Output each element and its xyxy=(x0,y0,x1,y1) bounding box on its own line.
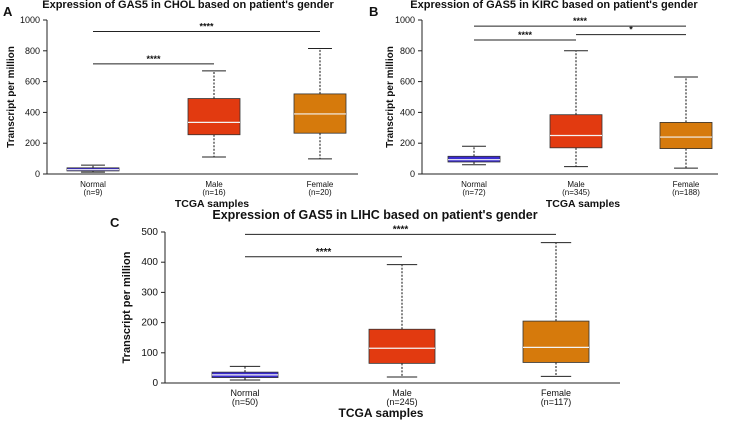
category-label: Normal xyxy=(461,180,487,189)
panel-letter: C xyxy=(110,215,120,230)
y-tick-label: 500 xyxy=(141,227,158,238)
chart-title: Expression of GAS5 in CHOL based on pati… xyxy=(42,0,334,11)
y-tick-label: 400 xyxy=(25,107,40,117)
x-axis-title: TCGA samples xyxy=(546,198,620,210)
x-axis-title: TCGA samples xyxy=(175,198,249,210)
significance-label: **** xyxy=(316,247,332,258)
significance-label: **** xyxy=(573,16,588,26)
chart-title: Expression of GAS5 in KIRC based on pati… xyxy=(410,0,698,11)
y-tick-label: 400 xyxy=(141,257,158,268)
category-label: Normal xyxy=(230,388,259,398)
significance-label: **** xyxy=(146,54,161,64)
significance-label: **** xyxy=(199,22,214,32)
category-count: (n=20) xyxy=(308,188,332,197)
x-axis-title: TCGA samples xyxy=(339,406,424,420)
category-label: Male xyxy=(392,388,412,398)
category-label: Male xyxy=(205,180,223,189)
y-tick-label: 1000 xyxy=(20,15,40,25)
y-axis-title: Transcript per million xyxy=(121,251,133,363)
y-tick-label: 600 xyxy=(400,77,415,87)
panel-b: B Expression of GAS5 in KIRC based on pat… xyxy=(369,0,718,210)
box-male xyxy=(187,98,241,136)
y-tick-label: 100 xyxy=(141,348,158,359)
panel-c: C Expression of GAS5 in LIHC based on pat… xyxy=(110,208,620,420)
category-label: Female xyxy=(673,180,700,189)
panel-a: A Expression of GAS5 in CHOL based on pat… xyxy=(3,0,358,210)
category-count: (n=72) xyxy=(462,188,486,197)
box-male xyxy=(549,114,603,149)
category-count: (n=188) xyxy=(672,188,700,197)
y-tick-label: 0 xyxy=(35,169,40,179)
y-tick-label: 200 xyxy=(400,138,415,148)
y-axis-title: Transcript per million xyxy=(385,46,396,148)
y-tick-label: 800 xyxy=(25,46,40,56)
y-tick-label: 300 xyxy=(141,287,158,298)
category-count: (n=345) xyxy=(562,188,590,197)
y-tick-label: 200 xyxy=(141,318,158,329)
box-female xyxy=(522,320,590,363)
category-count: (n=50) xyxy=(232,397,258,407)
panel-letter: A xyxy=(3,4,13,19)
y-axis-title: Transcript per million xyxy=(6,46,17,148)
y-tick-label: 200 xyxy=(25,138,40,148)
y-tick-label: 0 xyxy=(152,378,158,389)
category-label: Male xyxy=(567,180,585,189)
category-count: (n=117) xyxy=(541,397,572,407)
category-count: (n=9) xyxy=(84,188,103,197)
y-tick-label: 600 xyxy=(25,77,40,87)
panel-letter: B xyxy=(369,4,378,19)
y-tick-label: 0 xyxy=(410,169,415,179)
significance-label: * xyxy=(629,25,633,35)
significance-label: **** xyxy=(518,30,533,40)
box-male xyxy=(368,328,436,364)
category-label: Female xyxy=(307,180,334,189)
category-label: Normal xyxy=(80,180,106,189)
y-tick-label: 800 xyxy=(400,46,415,56)
significance-label: **** xyxy=(393,224,409,235)
y-tick-label: 1000 xyxy=(395,15,415,25)
chart-title: Expression of GAS5 in LIHC based on pati… xyxy=(212,208,537,222)
box-female xyxy=(659,122,713,149)
category-count: (n=245) xyxy=(386,397,417,407)
y-tick-label: 400 xyxy=(400,107,415,117)
category-label: Female xyxy=(541,388,571,398)
category-count: (n=16) xyxy=(202,188,226,197)
